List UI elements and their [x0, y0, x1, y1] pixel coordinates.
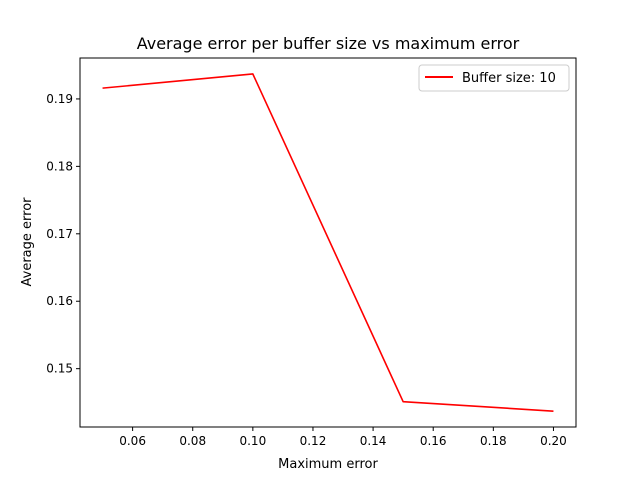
- x-tick-label: 0.18: [480, 434, 507, 448]
- x-axis-label: Maximum error: [278, 457, 378, 472]
- y-tick-label: 0.17: [46, 227, 73, 241]
- legend: Buffer size: 10: [418, 64, 570, 92]
- axes-frame: [79, 57, 577, 428]
- y-tick-label: 0.19: [46, 92, 73, 106]
- x-tick-label: 0.08: [179, 434, 206, 448]
- y-tick-label: 0.15: [46, 362, 73, 376]
- legend-label: Buffer size: 10: [462, 71, 556, 86]
- chart-title: Average error per buffer size vs maximum…: [137, 34, 520, 53]
- x-tick-label: 0.16: [420, 434, 447, 448]
- x-axis-ticks: 0.06 0.08 0.10 0.12 0.14 0.16 0.18 0.20: [119, 427, 567, 448]
- plot-area: [102, 73, 554, 412]
- y-tick-label: 0.18: [46, 159, 73, 173]
- y-tick-label: 0.16: [46, 294, 73, 308]
- x-tick-label: 0.10: [239, 434, 266, 448]
- series-line: [102, 73, 554, 412]
- y-axis-ticks: 0.15 0.16 0.17 0.18 0.19: [46, 92, 80, 376]
- x-tick-label: 0.20: [540, 434, 567, 448]
- x-tick-label: 0.06: [119, 434, 146, 448]
- x-tick-label: 0.12: [300, 434, 327, 448]
- y-axis-label: Average error: [20, 197, 35, 287]
- legend-box: [418, 64, 570, 92]
- x-tick-label: 0.14: [360, 434, 387, 448]
